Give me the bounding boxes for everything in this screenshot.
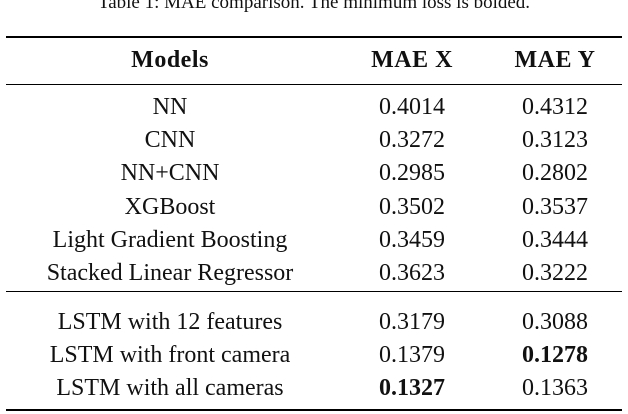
- top-rule: [6, 36, 622, 38]
- model-name: Stacked Linear Regressor: [46, 260, 294, 286]
- model-name: Light Gradient Boosting: [52, 226, 288, 253]
- model-name: CNN: [144, 127, 196, 154]
- mae-value: 0.1363: [522, 375, 588, 402]
- model-name: LSTM with front camera: [49, 342, 291, 369]
- model-name: NN+CNN: [120, 160, 220, 187]
- mae-value: 0.3222: [522, 260, 588, 286]
- mae-value: 0.3123: [522, 127, 588, 154]
- mae-value: 0.3179: [379, 309, 445, 335]
- model-name: XGBoost: [124, 193, 216, 220]
- mae-value: 0.3537: [522, 193, 588, 220]
- mae-value: 0.1278: [522, 342, 588, 369]
- mae-value: 0.4312: [522, 94, 588, 120]
- header-rule: [6, 84, 622, 85]
- bottom-rule: [6, 409, 622, 411]
- column-header: MAE Y: [514, 47, 596, 73]
- model-name: NN: [152, 94, 188, 120]
- mae-value: 0.3502: [379, 193, 445, 220]
- mae-value: 0.3459: [379, 226, 445, 253]
- mae-value: 0.3272: [379, 127, 445, 154]
- mae-value: 0.1379: [379, 342, 445, 369]
- mae-value: 0.1327: [379, 375, 445, 402]
- column-header: MAE X: [371, 47, 453, 73]
- mae-value: 0.3444: [522, 226, 588, 253]
- mae-value: 0.2802: [522, 160, 588, 187]
- caption: Table 1: MAE comparison. The minimum los…: [97, 0, 531, 13]
- mae-value: 0.3088: [522, 309, 588, 335]
- mae-value: 0.4014: [379, 94, 445, 120]
- mae-value: 0.2985: [379, 160, 445, 187]
- group-rule: [6, 291, 622, 292]
- model-name: LSTM with all cameras: [56, 375, 284, 402]
- mae-value: 0.3623: [379, 260, 445, 286]
- column-header: Models: [131, 47, 209, 73]
- model-name: LSTM with 12 features: [57, 309, 283, 335]
